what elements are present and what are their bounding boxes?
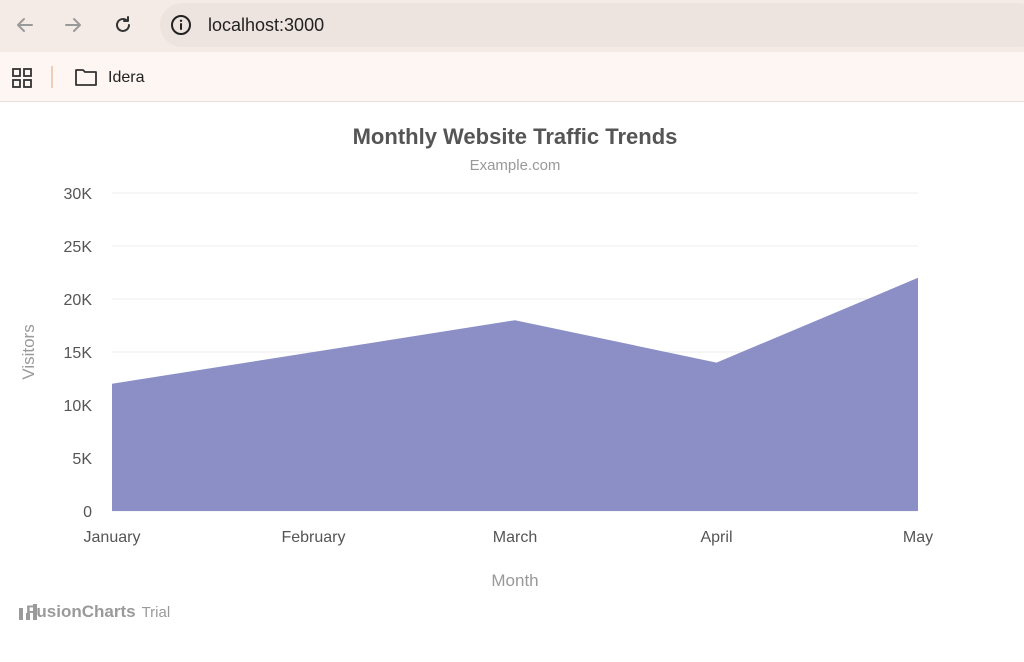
area-series[interactable] [112,277,918,511]
folder-icon[interactable] [74,67,98,87]
x-axis-ticks: January February March April May [84,529,934,546]
reload-icon [116,16,130,32]
arrow-right-icon [65,18,81,32]
x-tick-label: April [700,529,732,546]
bookmark-idera[interactable]: Idera [108,69,145,86]
forward-button[interactable] [58,10,88,40]
x-tick-label: January [84,529,141,546]
y-axis-ticks: 0 5K 10K 15K 20K 25K 30K [64,186,93,521]
apps-grid-icon[interactable] [12,68,32,88]
series-area [106,272,924,511]
back-button[interactable] [10,10,40,40]
url-text[interactable]: localhost:3000 [208,15,325,35]
area-chart: Monthly Website Traffic Trends Example.c… [19,124,934,590]
y-tick-label: 0 [83,504,92,521]
arrow-left-icon [17,18,33,32]
address-bar[interactable]: localhost:3000 [160,3,1024,47]
bookmarks-separator [51,66,53,88]
data-point-april[interactable] [711,357,723,369]
y-tick-label: 20K [64,292,93,309]
chart-title: Monthly Website Traffic Trends [353,124,678,149]
fusioncharts-logo-icon [19,604,37,620]
x-tick-label: March [493,529,537,546]
x-tick-label: February [281,529,345,546]
browser-toolbar: localhost:3000 [0,0,1024,52]
watermark-suffix: Trial [141,603,171,621]
info-icon[interactable] [170,14,192,36]
y-tick-label: 30K [64,186,93,203]
data-point-february[interactable] [308,346,320,358]
watermark-brand: FusionCharts [26,602,136,621]
x-tick-label: May [903,529,933,546]
x-axis-label: Month [491,571,538,590]
y-tick-label: 5K [72,451,92,468]
y-axis-label: Visitors [19,324,38,379]
data-point-january[interactable] [106,378,118,390]
reload-button[interactable] [108,10,138,40]
y-tick-label: 25K [64,239,93,256]
bookmarks-bar: Idera [0,52,1024,102]
data-point-may[interactable] [912,272,924,284]
chart-subtitle: Example.com [470,157,561,174]
y-tick-label: 15K [64,345,93,362]
y-tick-label: 10K [64,398,93,415]
fusioncharts-watermark[interactable]: FusionCharts Trial [18,602,170,622]
chart-container: Monthly Website Traffic Trends Example.c… [0,102,1024,662]
data-point-march[interactable] [509,314,521,326]
